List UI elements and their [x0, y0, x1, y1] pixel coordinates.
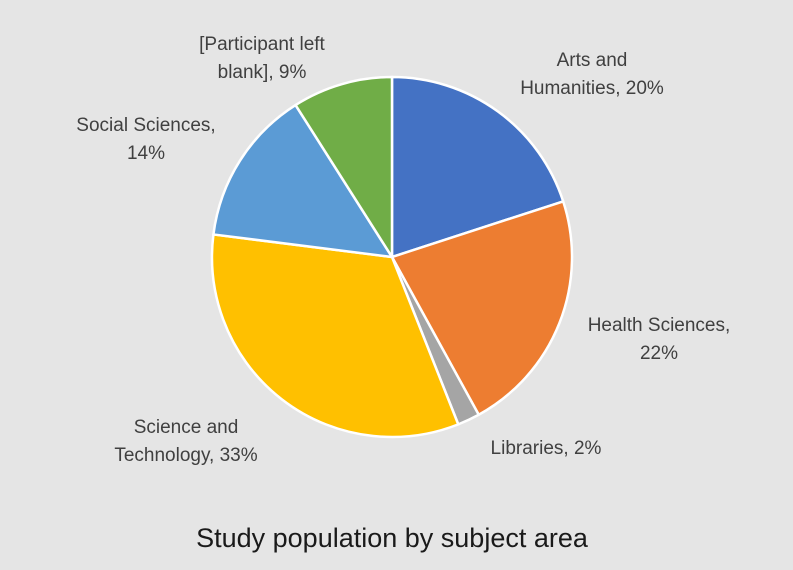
data-label-line: Humanities, 20% [520, 78, 664, 99]
data-label-line: Technology, 33% [114, 445, 257, 466]
data-labels: Arts and Humanities, 20% Health Sciences, 2… [76, 34, 730, 466]
data-label-social-sciences: Social Sciences, 14% [76, 115, 215, 164]
data-label-line: 14% [127, 143, 165, 164]
data-label-line: Libraries, 2% [491, 438, 602, 459]
pie-slice-health-sciences [390, 200, 574, 416]
chart-title: Study population by subject area [196, 523, 589, 553]
data-label-line: Social Sciences, [76, 115, 215, 136]
data-label-line: Health Sciences, [588, 315, 731, 336]
data-label-line: blank], 9% [218, 62, 307, 83]
data-label-line: 22% [640, 343, 678, 364]
data-label-health-sciences: Health Sciences, 22% [588, 315, 731, 364]
data-label-arts-and-humanities: Arts and Humanities, 20% [520, 50, 664, 99]
data-label-line: Science and [134, 417, 239, 438]
data-label-science-and-technology: Science and Technology, 33% [114, 417, 257, 466]
pie-slice-social-sciences [212, 103, 394, 259]
data-label-participant-left-blank: [Participant left blank], 9% [199, 34, 325, 83]
pie-slices [210, 75, 574, 439]
pie-slice-arts-and-humanities [390, 75, 565, 259]
pie-slice-participant-left-blank [294, 75, 394, 259]
data-label-libraries: Libraries, 2% [491, 438, 602, 459]
data-label-line: Arts and [557, 50, 628, 71]
pie-slice-science-and-technology [210, 233, 460, 439]
data-label-line: [Participant left [199, 34, 325, 55]
